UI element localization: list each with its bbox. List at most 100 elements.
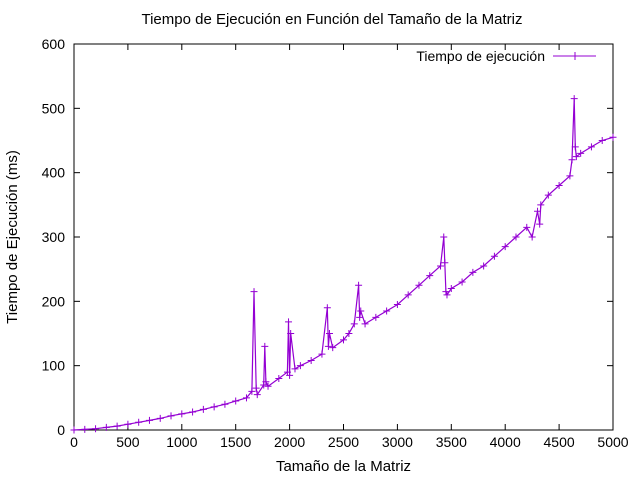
data-point (512, 233, 520, 241)
y-tick-label: 600 (42, 36, 66, 52)
data-point (262, 378, 270, 386)
data-point (356, 313, 364, 321)
data-point (242, 394, 250, 402)
data-point (189, 408, 197, 416)
data-point (102, 423, 110, 431)
data-point (340, 336, 347, 344)
data-point (210, 403, 218, 411)
legend-label: Tiempo de ejecución (416, 48, 545, 64)
data-point (528, 233, 536, 241)
x-tick-label: 4000 (490, 434, 521, 450)
data-point (393, 301, 401, 309)
data-point (221, 400, 229, 408)
data-point (447, 284, 455, 292)
legend-marker (571, 52, 579, 60)
x-tick-label: 3000 (382, 434, 413, 450)
data-point (199, 405, 207, 413)
data-point (598, 137, 606, 144)
data-point (248, 387, 256, 395)
data-point (361, 320, 369, 328)
data-point (609, 133, 617, 141)
data-point (442, 288, 450, 296)
data-point (264, 382, 272, 390)
chart-title: Tiempo de Ejecución en Función del Tamañ… (141, 11, 522, 28)
series-line (73, 98, 614, 431)
data-point (372, 313, 380, 321)
data-point (167, 412, 175, 420)
data-point (572, 153, 580, 161)
data-point (437, 262, 445, 270)
data-point (523, 223, 531, 231)
data-point (113, 422, 121, 430)
x-tick-label: 500 (116, 434, 140, 450)
x-tick-label: 5000 (597, 434, 628, 450)
data-point (357, 307, 365, 315)
data-point (291, 365, 299, 373)
x-tick-label: 4500 (544, 434, 575, 450)
y-axis-label: Tiempo de Ejecución (ms) (4, 150, 21, 324)
data-point (426, 272, 434, 280)
data-point (323, 304, 331, 312)
data-point (570, 95, 578, 103)
data-point (350, 320, 358, 328)
data-point (577, 149, 585, 157)
data-point (566, 172, 574, 180)
data-point (81, 425, 89, 433)
data-point (285, 318, 293, 326)
data-point (458, 278, 466, 286)
data-point (587, 143, 595, 151)
y-tick-label: 400 (42, 165, 66, 181)
data-point (329, 344, 337, 352)
data-point (253, 391, 261, 399)
data-point (536, 220, 544, 228)
x-tick-label: 3500 (436, 434, 467, 450)
data-point (571, 143, 579, 151)
data-point (70, 426, 78, 434)
x-axis-label: Tamaño de la Matriz (276, 458, 411, 475)
data-point (537, 201, 545, 209)
data-point (275, 375, 283, 383)
x-tick-label: 2500 (328, 434, 359, 450)
data-point (443, 291, 451, 299)
data-point (534, 207, 542, 215)
data-point (252, 384, 260, 392)
data-point (261, 342, 269, 350)
data-point (501, 243, 509, 251)
data-point (441, 259, 449, 267)
data-point (383, 307, 391, 315)
data-point (178, 410, 186, 418)
data-point (440, 233, 448, 241)
y-tick-label: 0 (57, 422, 65, 438)
y-tick-label: 100 (42, 358, 66, 374)
data-point (355, 281, 363, 289)
data-point (469, 268, 477, 276)
x-tick-label: 1000 (166, 434, 197, 450)
data-point (490, 252, 498, 260)
data-point (287, 330, 295, 337)
data-point (404, 291, 412, 299)
data-point (156, 414, 164, 422)
legend: Tiempo de ejecución (416, 48, 596, 64)
legend-plus-marker (571, 52, 579, 60)
x-tick-label: 2000 (274, 434, 305, 450)
x-tick-label: 1500 (220, 434, 251, 450)
data-point (324, 342, 332, 350)
data-point (145, 416, 153, 424)
y-tick-label: 300 (42, 229, 66, 245)
data-point (286, 371, 294, 379)
data-point (318, 350, 326, 358)
x-tick-label: 0 (70, 434, 78, 450)
data-point (480, 262, 488, 270)
data-point (92, 425, 100, 433)
data-point (345, 330, 353, 337)
data-point (296, 362, 304, 370)
data-point (568, 156, 576, 164)
data-point (135, 418, 143, 426)
data-point (232, 397, 240, 405)
data-point (250, 288, 258, 296)
data-point (307, 357, 315, 365)
y-tick-label: 200 (42, 293, 66, 309)
series-group (70, 95, 617, 434)
